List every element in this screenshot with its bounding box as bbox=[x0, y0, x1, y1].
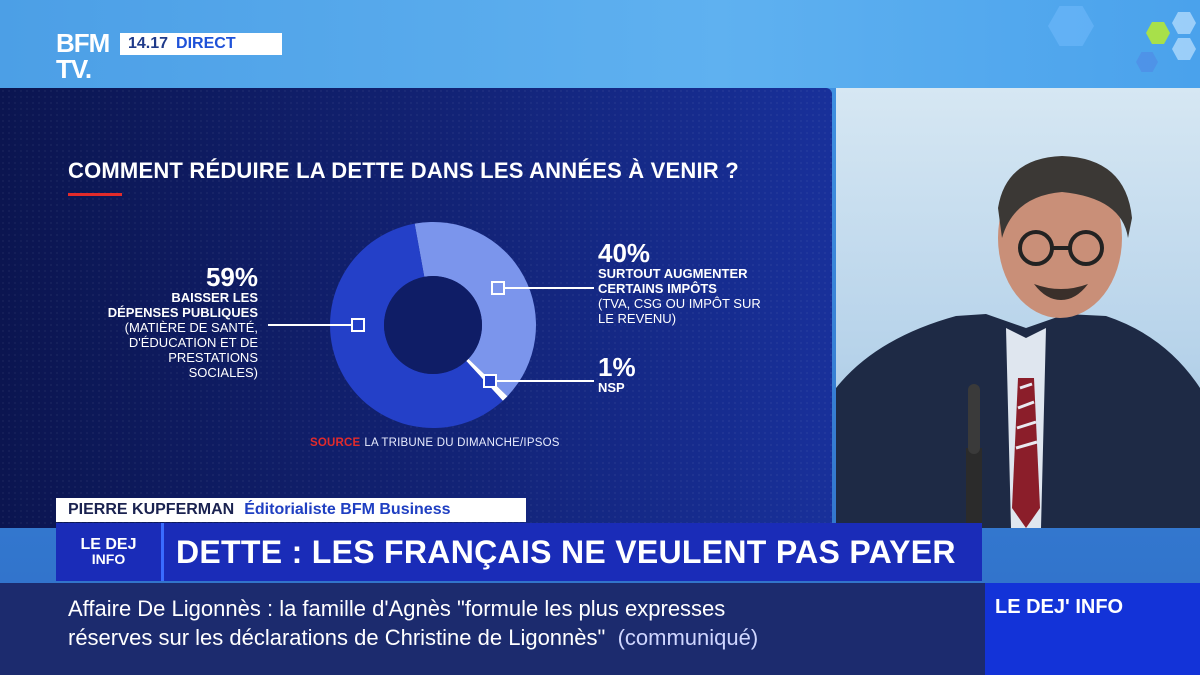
decor-hex-icon bbox=[1146, 22, 1170, 44]
live-time-badge: 14.17 DIRECT bbox=[120, 33, 282, 55]
source-credit: SOURCE LA TRIBUNE DU DIMANCHE/IPSOS bbox=[310, 437, 560, 449]
poll-question: COMMENT RÉDUIRE LA DETTE DANS LES ANNÉES… bbox=[68, 158, 739, 183]
speaker-strap: PIERRE KUPFERMAN Éditorialiste BFM Busin… bbox=[56, 498, 526, 522]
poll-graphic-panel bbox=[0, 88, 832, 528]
ticker-line-1: Affaire De Ligonnès : la famille d'Agnès… bbox=[68, 596, 726, 621]
show-name: LE DEJ' INFO bbox=[995, 596, 1124, 618]
le-dej-info-logo: LE DEJ INFO bbox=[56, 523, 164, 581]
donut-slice-59 bbox=[330, 223, 503, 428]
title-underline bbox=[68, 193, 122, 196]
label-nsp: 1% NSP bbox=[598, 354, 678, 395]
speaker-role: Éditorialiste BFM Business bbox=[244, 501, 451, 518]
ticker-line-2: réserves sur les déclarations de Christi… bbox=[68, 625, 759, 650]
live-status: DIRECT bbox=[176, 35, 236, 52]
news-ticker bbox=[0, 583, 985, 675]
ticker-topic: Affaire De Ligonnès bbox=[68, 596, 261, 621]
label-59: 59% BAISSER LES DÉPENSES PUBLIQUES (MATI… bbox=[90, 264, 258, 380]
clock-time: 14.17 bbox=[128, 35, 169, 52]
pct-40: 40% bbox=[598, 238, 651, 268]
headline-text: DETTE : LES FRANÇAIS NE VEULENT PAS PAYE… bbox=[176, 533, 956, 570]
decor-hex-icon bbox=[1172, 38, 1196, 60]
label-40: 40% SURTOUT AUGMENTER CERTAINS IMPÔTS (T… bbox=[598, 240, 778, 326]
donut-hole bbox=[384, 276, 482, 374]
donut-slice-40 bbox=[414, 222, 536, 397]
decor-hex-icon bbox=[1172, 12, 1196, 34]
presenter-icon bbox=[836, 156, 1200, 528]
show-box bbox=[985, 583, 1200, 675]
pct-1: 1% bbox=[598, 352, 636, 382]
headline-bar: LE DEJ INFO DETTE : LES FRANÇAIS NE VEUL… bbox=[56, 523, 982, 581]
bfmtv-logo: BFM TV. bbox=[56, 28, 110, 84]
speaker-name: PIERRE KUPFERMAN bbox=[68, 501, 235, 518]
pct-59: 59% bbox=[205, 262, 258, 292]
decor-hex-icon bbox=[1136, 52, 1158, 72]
donut-chart bbox=[330, 222, 536, 428]
studio-presenter-image bbox=[836, 88, 1200, 528]
